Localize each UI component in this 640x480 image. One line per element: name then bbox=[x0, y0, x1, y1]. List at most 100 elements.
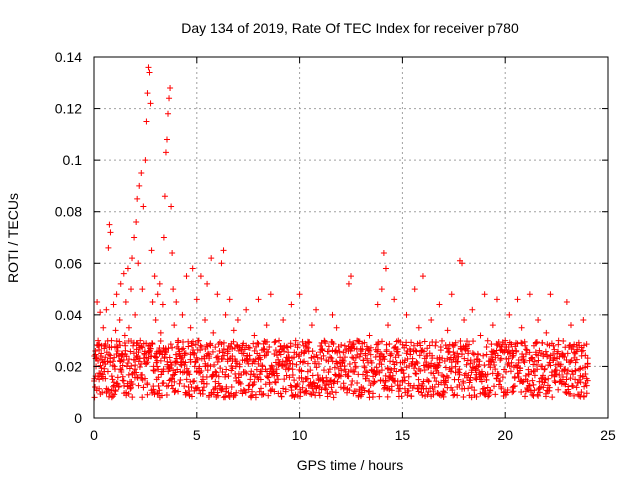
data-point bbox=[386, 340, 393, 347]
data-point bbox=[426, 342, 433, 349]
data-point bbox=[481, 291, 488, 298]
data-point bbox=[260, 390, 267, 397]
data-point bbox=[431, 374, 438, 381]
data-point bbox=[132, 362, 139, 369]
data-point bbox=[219, 369, 226, 376]
data-point bbox=[104, 358, 111, 365]
data-point bbox=[321, 385, 328, 392]
data-point bbox=[450, 342, 457, 349]
data-point bbox=[514, 364, 521, 371]
data-point bbox=[298, 374, 305, 381]
data-point bbox=[129, 394, 136, 401]
data-point bbox=[531, 387, 538, 394]
data-point bbox=[424, 363, 431, 370]
data-point bbox=[473, 376, 480, 383]
data-point bbox=[143, 118, 150, 125]
data-point bbox=[167, 84, 174, 91]
data-point bbox=[416, 352, 423, 359]
data-point bbox=[341, 366, 348, 373]
data-point bbox=[539, 363, 546, 370]
data-point bbox=[313, 364, 320, 371]
data-point bbox=[534, 339, 541, 346]
data-point bbox=[325, 358, 332, 365]
data-point bbox=[92, 348, 99, 355]
grid-lines bbox=[94, 57, 608, 418]
data-point bbox=[429, 352, 436, 359]
data-point bbox=[437, 344, 444, 351]
data-point bbox=[457, 346, 464, 353]
data-point bbox=[122, 298, 129, 305]
data-point bbox=[557, 378, 564, 385]
data-point bbox=[373, 364, 380, 371]
data-point bbox=[478, 368, 485, 375]
data-point bbox=[265, 374, 272, 381]
data-point bbox=[258, 368, 265, 375]
data-point bbox=[174, 366, 181, 373]
data-point bbox=[365, 388, 372, 395]
data-point bbox=[160, 380, 167, 387]
data-point bbox=[489, 322, 496, 329]
data-point bbox=[352, 364, 359, 371]
data-point bbox=[448, 368, 455, 375]
data-point bbox=[579, 373, 586, 380]
data-point bbox=[486, 392, 493, 399]
data-point bbox=[418, 389, 425, 396]
data-point bbox=[395, 352, 402, 359]
data-point bbox=[351, 345, 358, 352]
data-point bbox=[288, 301, 295, 308]
data-point bbox=[224, 358, 231, 365]
data-point bbox=[349, 377, 356, 384]
data-point bbox=[314, 354, 321, 361]
data-point bbox=[385, 366, 392, 373]
data-point bbox=[577, 365, 584, 372]
data-point bbox=[206, 353, 213, 360]
data-point bbox=[549, 394, 556, 401]
data-point bbox=[185, 368, 192, 375]
data-point bbox=[112, 386, 119, 393]
x-axis-label: GPS time / hours bbox=[297, 457, 404, 473]
data-point bbox=[259, 363, 266, 370]
data-point bbox=[378, 367, 385, 374]
data-point bbox=[521, 359, 528, 366]
data-point bbox=[425, 388, 432, 395]
data-point bbox=[125, 324, 132, 331]
data-point bbox=[424, 345, 431, 352]
data-point bbox=[179, 311, 186, 318]
data-point bbox=[361, 364, 368, 371]
data-point bbox=[478, 378, 485, 385]
data-point bbox=[193, 296, 200, 303]
data-point bbox=[509, 353, 516, 360]
data-point bbox=[403, 342, 410, 349]
data-point bbox=[223, 366, 230, 373]
data-point bbox=[415, 376, 422, 383]
data-point bbox=[214, 359, 221, 366]
data-point bbox=[477, 332, 484, 339]
data-point bbox=[156, 387, 163, 394]
data-point bbox=[302, 347, 309, 354]
data-point bbox=[440, 393, 447, 400]
data-point bbox=[214, 392, 221, 399]
data-point bbox=[272, 379, 279, 386]
data-point bbox=[424, 391, 431, 398]
data-point bbox=[271, 351, 278, 358]
data-point bbox=[354, 337, 361, 344]
data-point bbox=[111, 354, 118, 361]
data-point bbox=[338, 367, 345, 374]
data-point bbox=[584, 355, 591, 362]
data-point bbox=[110, 383, 117, 390]
data-point bbox=[359, 346, 366, 353]
data-point bbox=[487, 364, 494, 371]
data-point bbox=[367, 382, 374, 389]
data-point bbox=[101, 345, 108, 352]
data-point bbox=[116, 357, 123, 364]
data-point bbox=[163, 136, 170, 143]
data-point bbox=[539, 339, 546, 346]
data-point bbox=[245, 344, 252, 351]
data-point bbox=[306, 381, 313, 388]
plot-frame bbox=[93, 56, 609, 419]
data-point bbox=[106, 221, 113, 228]
data-point bbox=[563, 376, 570, 383]
data-point bbox=[220, 346, 227, 353]
data-point bbox=[289, 366, 296, 373]
data-point bbox=[572, 376, 579, 383]
